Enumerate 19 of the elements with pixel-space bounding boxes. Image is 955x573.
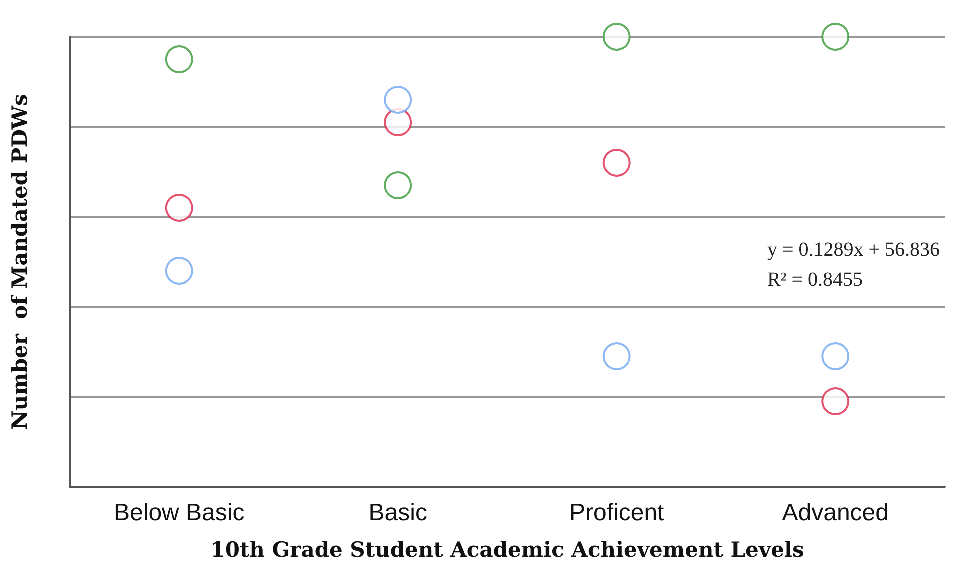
point: [602, 342, 631, 370]
x-tick-label: Below Basic: [114, 500, 245, 526]
x-tick-label: Basic: [368, 500, 428, 526]
x-tick-label: Advanced: [782, 500, 889, 526]
point: [822, 388, 850, 416]
point: [822, 23, 850, 51]
point: [384, 172, 412, 200]
point: [822, 342, 850, 370]
y-axis-title: Number of Mandated PDWs: [7, 94, 32, 430]
annotation: y = 0.1289x + 56.836 R² = 0.8455: [767, 239, 940, 291]
x-tick-label: Proficent: [570, 500, 665, 526]
point: [165, 194, 194, 222]
point: [165, 257, 194, 285]
point: [384, 108, 412, 136]
point: [384, 86, 412, 114]
point: [602, 149, 631, 177]
x-axis-title: 10th Grade Student Academic Achievement Levels: [210, 537, 804, 562]
point: [165, 46, 194, 74]
point: [602, 23, 631, 51]
